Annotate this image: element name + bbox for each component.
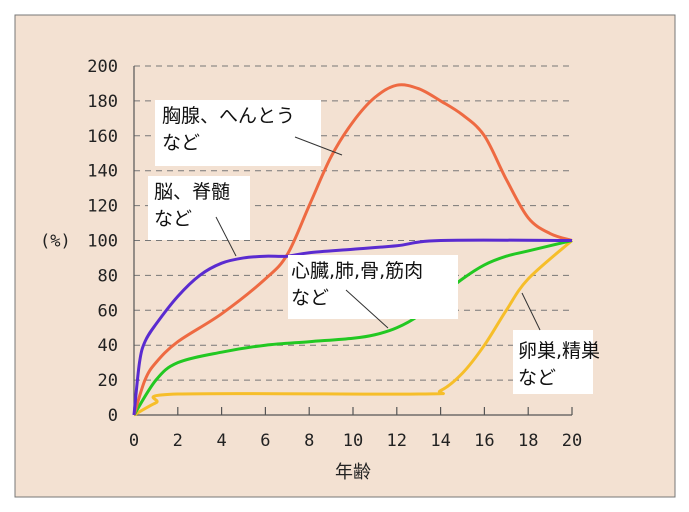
x-tick-label: 18	[518, 431, 538, 451]
x-tick-label: 2	[173, 431, 183, 451]
label-text: など	[154, 208, 192, 230]
x-tick-label: 20	[562, 431, 582, 451]
label-text: 脳、脊髄	[154, 181, 230, 203]
y-tick-label: 80	[98, 266, 118, 286]
label-text: など	[291, 287, 329, 309]
leader-line	[345, 289, 389, 329]
x-axis-label: 年齢	[335, 462, 371, 483]
lymphoid-curve	[132, 83, 573, 416]
reproductive-curve	[133, 239, 573, 417]
y-tick-label: 60	[98, 301, 118, 321]
label-text: 心臓,肺,骨,筋肉	[291, 260, 423, 282]
x-tick-label: 4	[216, 431, 226, 451]
y-axis-label: (%)	[40, 232, 71, 252]
x-tick-label: 0	[129, 431, 139, 451]
x-tick-label: 6	[260, 431, 270, 451]
y-tick-label: 140	[87, 162, 118, 182]
label-text: など	[162, 132, 200, 154]
x-tick-label: 8	[304, 431, 314, 451]
leader-line	[294, 136, 343, 156]
leader-line	[215, 216, 237, 257]
y-tick-label: 160	[87, 127, 118, 147]
label-box	[288, 255, 458, 319]
x-tick-label: 10	[343, 431, 363, 451]
x-tick-label: 12	[387, 431, 407, 451]
label-box	[513, 330, 593, 394]
y-tick-label: 200	[87, 57, 118, 77]
general-curve	[132, 239, 573, 416]
label-text: 胸腺、へんとう	[162, 105, 295, 127]
label-text: など	[518, 367, 556, 389]
y-tick-label: 40	[98, 336, 118, 356]
y-tick-label: 0	[108, 406, 118, 426]
label-box	[148, 176, 250, 240]
y-tick-label: 20	[98, 371, 118, 391]
label-text: 卵巣,精巣	[518, 340, 600, 362]
y-tick-label: 100	[87, 232, 118, 252]
leader-line	[521, 292, 541, 331]
y-tick-label: 180	[87, 92, 118, 112]
label-box	[155, 100, 321, 166]
y-tick-label: 120	[87, 197, 118, 217]
neural-curve	[132, 238, 573, 416]
x-tick-label: 16	[474, 431, 494, 451]
x-tick-label: 14	[430, 431, 450, 451]
